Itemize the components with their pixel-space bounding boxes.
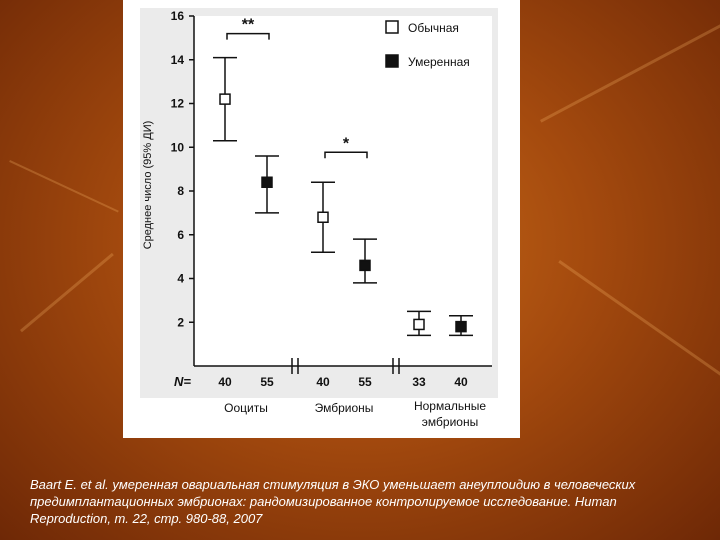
legend-label-2: Умеренная (408, 55, 470, 69)
citation-caption: Baart E. et al. умеренная овариальная ст… (30, 477, 636, 526)
y-tick-label: 16 (171, 9, 185, 23)
y-axis-label: Среднее число (95% ДИ) (142, 121, 154, 250)
y-tick-label: 10 (171, 140, 185, 154)
y-tick-label: 14 (171, 53, 185, 67)
y-tick-label: 2 (177, 315, 184, 329)
data-point-open (317, 211, 329, 223)
n-label: N= (174, 374, 191, 389)
y-tick-label: 6 (177, 228, 184, 242)
significance-bracket (324, 151, 368, 159)
data-point-filled (455, 320, 467, 333)
data-point-open (413, 318, 425, 331)
y-tick-label: 8 (177, 184, 184, 198)
legend-label-1: Обычная (408, 21, 459, 35)
significance-label: ** (242, 17, 255, 34)
significance-label: * (343, 135, 350, 152)
legend-marker-2 (385, 54, 399, 68)
group-label: Ооциты (224, 401, 268, 415)
n-value: 40 (218, 375, 232, 389)
significance-bracket (226, 32, 270, 40)
n-value: 40 (316, 375, 330, 389)
n-value: 55 (260, 375, 274, 389)
group-label: Нормальные эмбрионы (414, 399, 486, 429)
n-value: 55 (358, 375, 372, 389)
y-tick-label: 12 (171, 97, 185, 111)
data-point-filled (261, 176, 273, 188)
n-value: 40 (454, 375, 468, 389)
y-tick-label: 4 (177, 272, 184, 286)
plot-area (194, 16, 492, 366)
data-point-open (219, 93, 231, 105)
group-label: Эмбрионы (315, 401, 374, 415)
legend-marker-1 (385, 20, 399, 34)
data-point-filled (359, 259, 371, 272)
n-value: 33 (412, 375, 426, 389)
